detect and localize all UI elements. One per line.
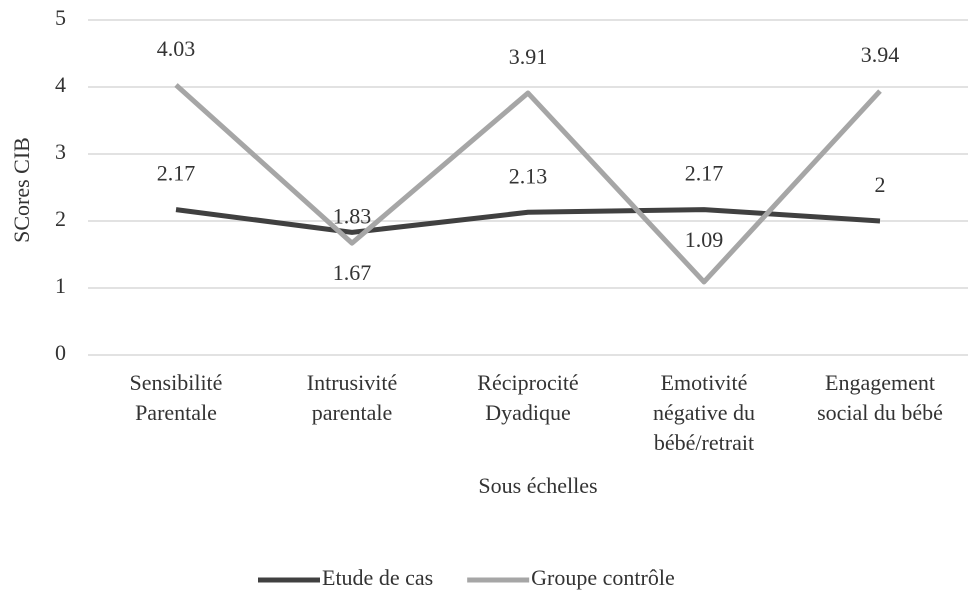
data-label: 4.03 <box>157 36 196 61</box>
data-label: 3.94 <box>861 42 900 67</box>
x-axis-title: Sous échelles <box>478 473 597 498</box>
series-line <box>174 83 882 285</box>
data-label: 2.17 <box>685 161 724 186</box>
data-label: 1.83 <box>333 203 372 228</box>
y-tick-label: 4 <box>55 72 66 97</box>
data-label: 1.67 <box>333 260 372 285</box>
x-tick-label: parentale <box>312 400 393 425</box>
legend-label: Groupe contrôle <box>531 565 675 590</box>
x-tick-label: Parentale <box>135 400 217 425</box>
data-label: 2.17 <box>157 161 196 186</box>
x-tick-label: Sensibilité <box>130 370 223 395</box>
x-tick-label: social du bébé <box>817 400 943 425</box>
x-tick-label: Engagement <box>825 370 935 395</box>
data-label: 1.09 <box>685 227 724 252</box>
x-tick-label: Intrusivité <box>307 370 397 395</box>
x-tick-label: Dyadique <box>485 400 571 425</box>
x-tick-label: négative du <box>653 400 755 425</box>
y-tick-label: 0 <box>55 340 66 365</box>
data-label: 3.91 <box>509 44 548 69</box>
legend-label: Etude de cas <box>322 565 433 590</box>
x-tick-label: bébé/retrait <box>654 430 754 455</box>
y-tick-label: 3 <box>55 139 66 164</box>
x-tick-label: Réciprocité <box>477 370 578 395</box>
y-tick-label: 5 <box>55 5 66 30</box>
x-tick-label: Emotivité <box>661 370 748 395</box>
y-tick-label: 2 <box>55 206 66 231</box>
data-label: 2 <box>875 172 886 197</box>
data-label: 2.13 <box>509 163 548 188</box>
series-line <box>175 207 881 235</box>
y-axis-title: SCores CIB <box>9 137 34 243</box>
y-tick-label: 1 <box>55 273 66 298</box>
